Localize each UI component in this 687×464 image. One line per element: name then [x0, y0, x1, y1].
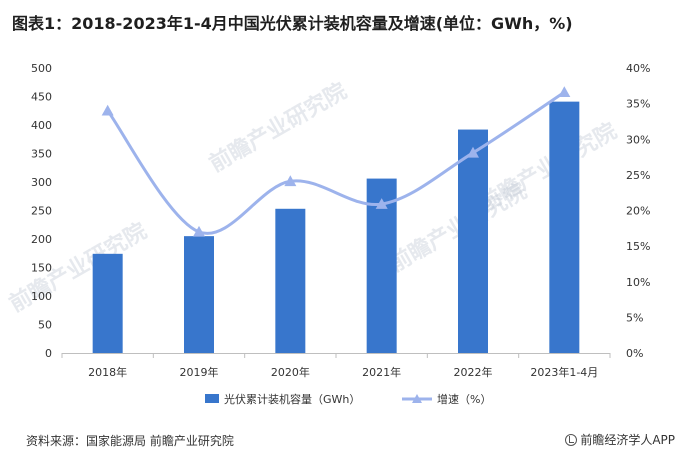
y-right-tick-label: 25%: [626, 169, 650, 182]
y-left-tick-label: 250: [31, 205, 52, 218]
bar: [275, 208, 306, 353]
growth-point: [558, 86, 571, 98]
y-right-tick-label: 10%: [626, 276, 650, 289]
y-right-tick-label: 40%: [626, 62, 650, 75]
bar: [184, 236, 214, 353]
bars: [92, 101, 580, 353]
x-tick-label: 2019年: [180, 365, 219, 379]
y-left-tick-label: 300: [31, 176, 52, 189]
growth-line: [101, 86, 571, 237]
growth-line-path: [106, 90, 566, 235]
x-tick-label: 2021年: [362, 365, 401, 379]
y-left-tick-label: 350: [31, 148, 52, 161]
brand-label: 前瞻经济学人APP: [580, 433, 675, 447]
y-left-tick-label: 500: [31, 62, 52, 75]
y-left-tick-label: 50: [38, 319, 52, 332]
growth-point: [193, 225, 205, 237]
combo-chart: 2018年 2019年 2020年 2021年 2022年 2023年1-4月 0 50 100…: [31, 62, 650, 406]
growth-point: [467, 146, 479, 158]
y-left-tick-label: 200: [31, 233, 52, 246]
y-left-tick-label: 150: [31, 262, 52, 275]
brand-logo-icon: [565, 434, 578, 446]
x-tick-label: 2023年1-4月: [530, 365, 598, 379]
bar: [92, 253, 123, 353]
growth-point: [375, 198, 388, 209]
y-right-tick-label: 15%: [626, 240, 650, 253]
legend-label-line: 增速（%）: [437, 392, 491, 406]
bar: [549, 101, 580, 353]
y-right-tick-label: 0%: [626, 347, 643, 360]
y-left-tick-label: 450: [31, 91, 52, 104]
legend-marker-line: [412, 394, 422, 403]
y-left-tick-label: 400: [31, 119, 52, 132]
legend-swatch-bar: [205, 394, 219, 403]
y-left-tick-label: 0: [45, 347, 52, 360]
legend-label-bar: 光伏累计装机容量（GWh）: [224, 392, 360, 406]
brand-footer: 前瞻经济学人APP: [565, 431, 675, 448]
x-tick-label: 2018年: [88, 365, 127, 379]
bar: [458, 129, 488, 353]
source-note: 资料来源：国家能源局 前瞻产业研究院: [26, 434, 234, 448]
axes: 2018年 2019年 2020年 2021年 2022年 2023年1-4月 0 50 100…: [31, 62, 650, 379]
growth-point: [284, 175, 297, 187]
y-right-tick-label: 35%: [626, 98, 650, 111]
y-right-tick-label: 20%: [626, 205, 650, 218]
chart-title: 图表1：2018-2023年1-4月中国光伏累计装机容量及增速(单位：GWh，%…: [12, 14, 573, 33]
y-left-tick-label: 100: [31, 290, 52, 303]
y-right-tick-label: 5%: [626, 311, 643, 324]
x-tick-label: 2022年: [454, 365, 493, 379]
growth-point: [101, 104, 114, 116]
x-tick-label: 2020年: [271, 365, 310, 379]
legend: 光伏累计装机容量（GWh） 增速（%）: [205, 392, 491, 406]
y-right-tick-label: 30%: [626, 133, 650, 146]
